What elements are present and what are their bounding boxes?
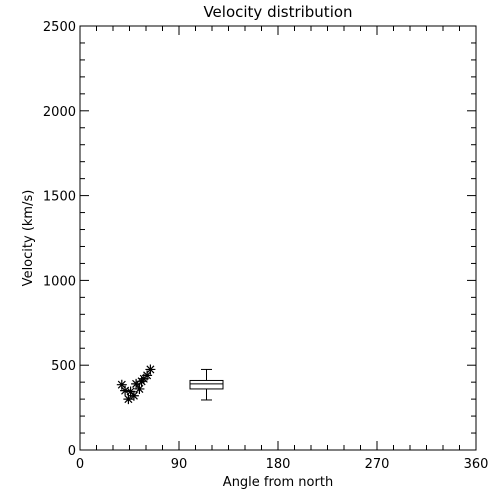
tick-labels: 0 90 180 270 360 0 500 1000 1500 2000 2500 [43, 20, 489, 472]
y-axis-title: Velocity (km/s) [21, 190, 36, 287]
asterisk-marker [142, 370, 153, 381]
x-tick-label: 90 [171, 457, 188, 472]
y-tick-label: 2500 [43, 20, 76, 35]
data-point [145, 364, 156, 375]
data-point [120, 385, 131, 396]
y-tick-label: 1000 [43, 274, 76, 289]
asterisk-marker [145, 364, 156, 375]
data-point [123, 394, 134, 405]
x-axis-title: Angle from north [223, 475, 333, 490]
x-tick-label: 180 [266, 457, 291, 472]
box-iqr [189, 379, 224, 390]
data-point [125, 386, 136, 397]
scatter-points [116, 364, 156, 405]
asterisk-marker [128, 390, 139, 401]
axis-ticks [79, 25, 477, 451]
x-tick-label: 0 [76, 457, 84, 472]
data-point [131, 378, 142, 389]
data-point [142, 370, 153, 381]
chart-title: Velocity distribution [203, 3, 352, 21]
asterisk-marker [125, 386, 136, 397]
data-point [134, 383, 145, 394]
y-tick-label: 0 [68, 444, 76, 459]
asterisk-marker [134, 383, 145, 394]
velocity-boxplot [189, 368, 224, 401]
y-tick-label: 2000 [43, 105, 76, 120]
y-tick-label: 500 [51, 359, 76, 374]
asterisk-marker [131, 378, 142, 389]
asterisk-marker [116, 379, 127, 390]
data-point [116, 379, 127, 390]
asterisk-marker [123, 394, 134, 405]
x-tick-label: 270 [365, 457, 390, 472]
y-tick-label: 1500 [43, 190, 76, 205]
asterisk-marker [120, 385, 131, 396]
x-tick-label: 360 [464, 457, 489, 472]
data-point [128, 390, 139, 401]
